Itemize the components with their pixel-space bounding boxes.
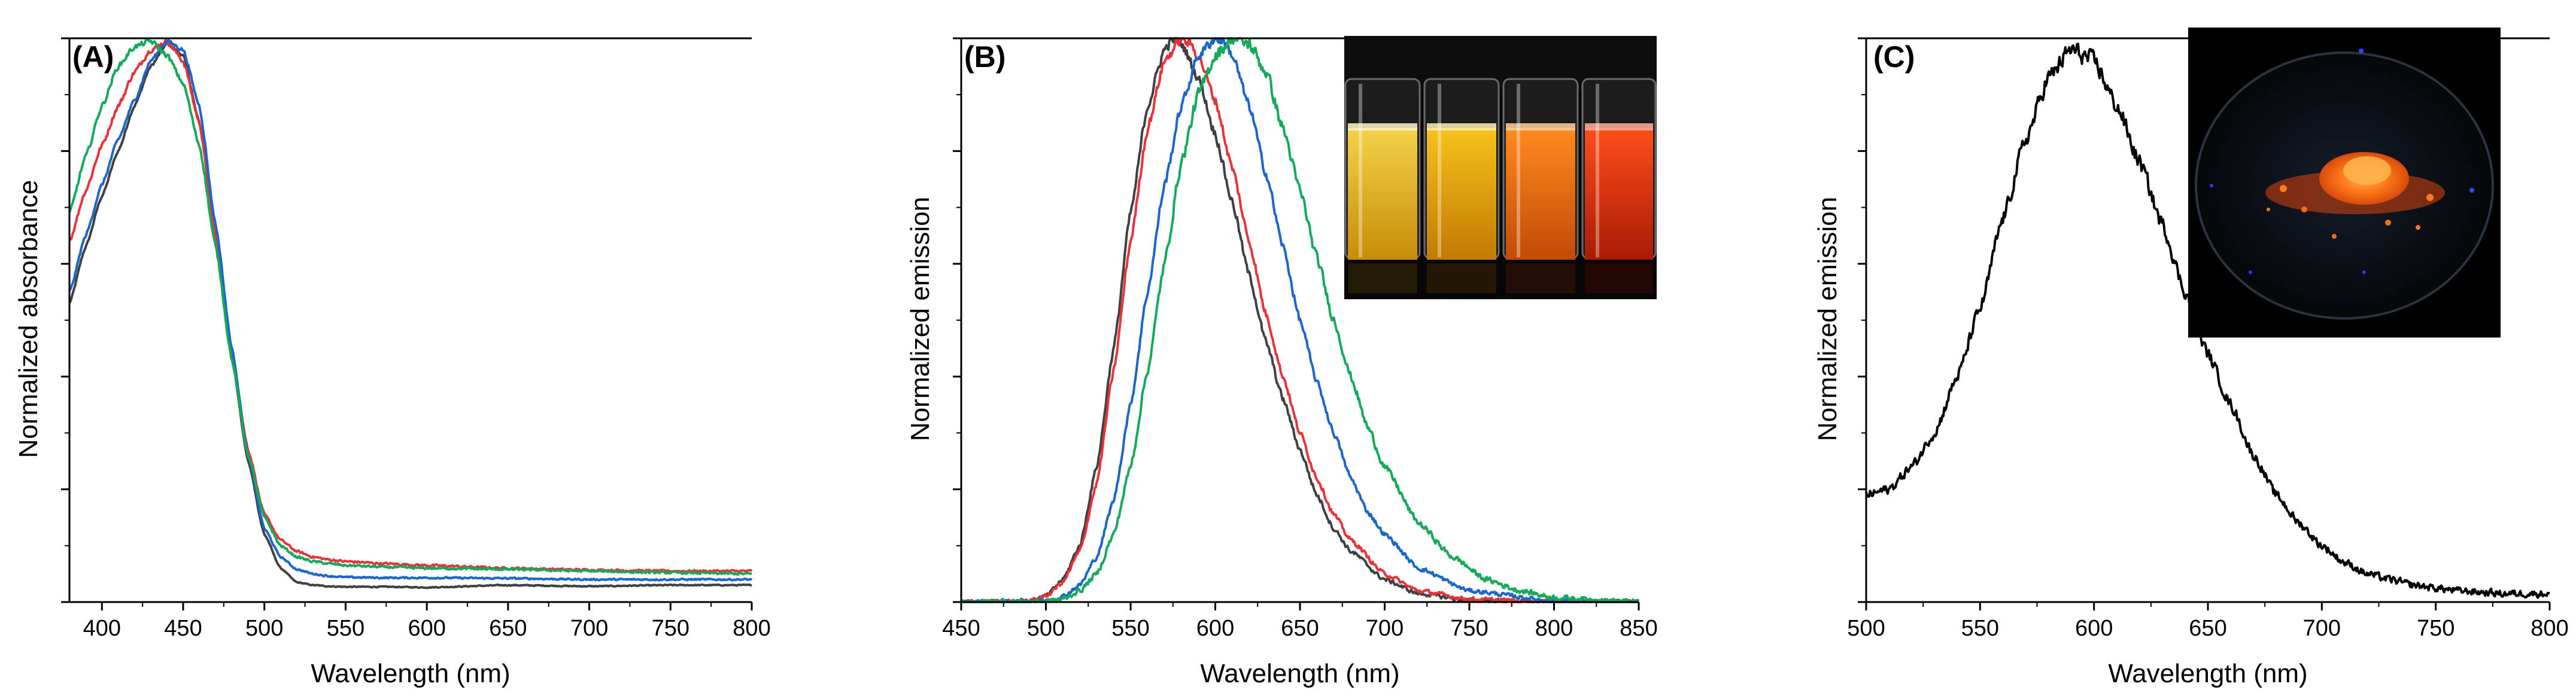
vial-2 <box>1423 78 1500 293</box>
x-tick-label: 650 <box>2189 616 2226 641</box>
x-tick-label: 650 <box>1281 616 1319 641</box>
vial-4 <box>1581 78 1657 293</box>
x-tick-label: 550 <box>1111 616 1149 641</box>
x-tick-label: 600 <box>408 616 445 641</box>
panel-b: (B) 450 500 550 600 650 700 750 800 850 Waveleng… <box>906 36 1658 688</box>
panel-a: (A) 400 450 500 550 600 650 700 750 800 Waveleng… <box>14 37 771 688</box>
x-tick-label: 800 <box>733 616 770 641</box>
series-line-blue <box>961 37 1640 603</box>
x-axis-title-b: Wavelength (nm) <box>1200 659 1399 688</box>
x-tick-label: 850 <box>1620 616 1657 641</box>
x-tick-label: 400 <box>83 616 121 641</box>
x-tick-label: 750 <box>1450 616 1488 641</box>
series-line-black <box>1865 42 2550 599</box>
series-line-red <box>961 37 1639 603</box>
x-tick-label: 750 <box>652 616 689 641</box>
axis-ticks-b: 450 500 550 600 650 700 750 800 850 <box>942 37 1658 641</box>
x-tick-label: 450 <box>164 616 202 641</box>
x-tick-label: 600 <box>1196 616 1234 641</box>
panel-label-c: (C) <box>1873 40 1915 74</box>
x-tick-label: 550 <box>327 616 364 641</box>
x-tick-label: 600 <box>2075 616 2113 641</box>
x-tick-label: 750 <box>2417 616 2455 641</box>
y-axis-title-b: Normalized emission <box>906 197 935 441</box>
series-layer-a <box>68 38 753 589</box>
x-tick-label: 500 <box>1027 616 1065 641</box>
series-layer-b <box>960 37 1640 603</box>
series-line-gray <box>68 42 752 589</box>
x-tick-label: 700 <box>1366 616 1404 641</box>
series-layer-c <box>1865 42 2550 599</box>
panel-label-b: (B) <box>964 40 1006 74</box>
vial-3 <box>1502 78 1579 293</box>
panel-c: (C) 500 550 600 650 700 750 800 Wavelength (nm… <box>1813 28 2569 688</box>
axis-ticks-c: 500 550 600 650 700 750 800 <box>1847 37 2569 641</box>
y-axis-title-c: Normalized emission <box>1813 197 1842 441</box>
x-tick-label: 450 <box>942 616 980 641</box>
x-tick-label: 550 <box>1961 616 1999 641</box>
x-axis-title-a: Wavelength (nm) <box>311 659 510 688</box>
series-line-green <box>68 38 752 576</box>
series-line-blue <box>68 39 753 582</box>
vial-1 <box>1344 78 1421 293</box>
x-tick-label: 650 <box>489 616 527 641</box>
x-tick-label: 800 <box>2531 616 2568 641</box>
x-tick-label: 800 <box>1535 616 1573 641</box>
powder-photo-inset <box>2188 28 2501 338</box>
x-axis-title-c: Wavelength (nm) <box>2108 659 2307 688</box>
y-axis-title-a: Normalized absorbance <box>14 180 43 458</box>
x-tick-label: 700 <box>570 616 608 641</box>
vials-photo-inset <box>1344 36 1657 299</box>
x-tick-label: 500 <box>1847 616 1885 641</box>
axis-frame-a <box>68 37 752 603</box>
axis-ticks-a: 400 450 500 550 600 650 700 750 800 <box>61 37 771 641</box>
x-tick-label: 500 <box>245 616 283 641</box>
series-line-green <box>960 37 1640 603</box>
panel-label-a: (A) <box>72 40 114 74</box>
series-line-red <box>68 38 753 573</box>
x-tick-label: 700 <box>2303 616 2341 641</box>
